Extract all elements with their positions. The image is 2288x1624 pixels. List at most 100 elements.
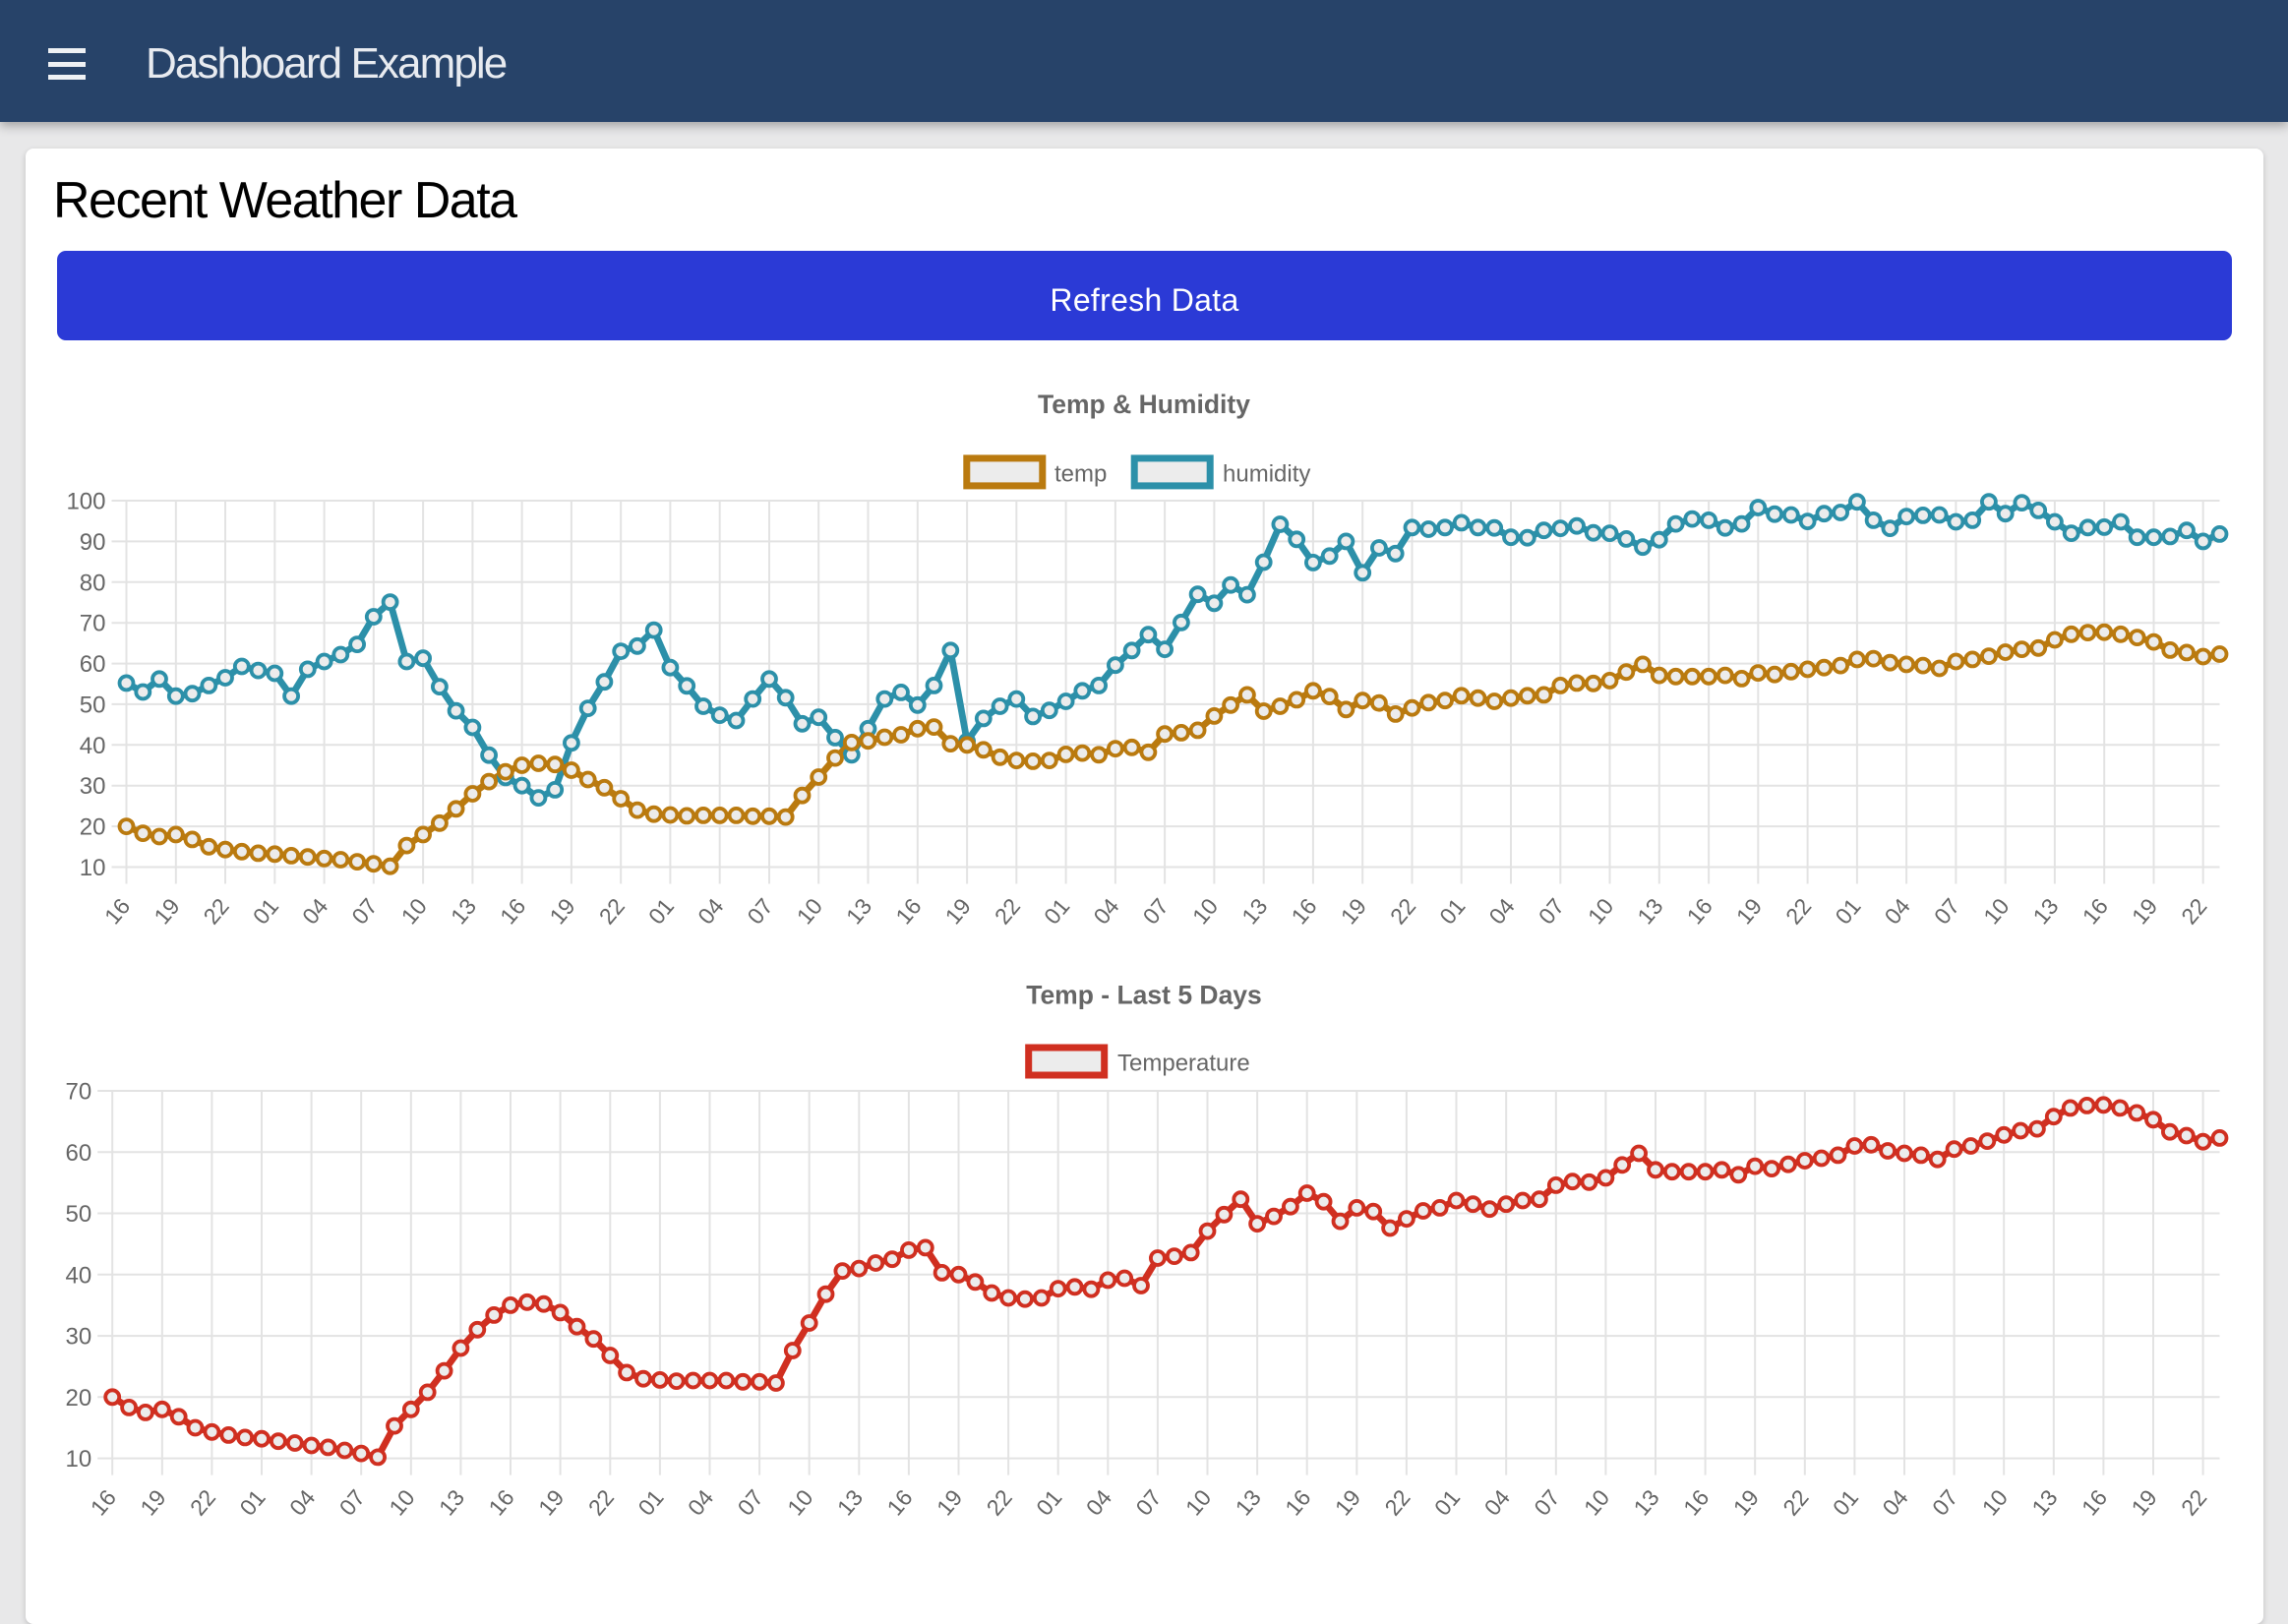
svg-text:22: 22 — [1777, 1484, 1813, 1520]
svg-text:07: 07 — [733, 1484, 768, 1520]
svg-text:10: 10 — [1978, 893, 2014, 929]
svg-text:04: 04 — [297, 893, 332, 929]
svg-text:01: 01 — [234, 1484, 270, 1520]
svg-text:10: 10 — [384, 1484, 419, 1520]
svg-text:50: 50 — [80, 692, 106, 718]
svg-text:40: 40 — [65, 1262, 91, 1289]
svg-text:07: 07 — [346, 893, 382, 929]
svg-text:20: 20 — [80, 814, 106, 841]
svg-text:13: 13 — [2026, 1484, 2062, 1520]
svg-text:07: 07 — [742, 893, 777, 929]
svg-text:01: 01 — [248, 893, 283, 929]
svg-text:Temperature: Temperature — [1117, 1051, 1250, 1077]
svg-text:30: 30 — [65, 1324, 91, 1351]
svg-text:Temp & Humidity: Temp & Humidity — [1038, 390, 1250, 419]
svg-text:16: 16 — [1280, 1484, 1315, 1520]
svg-text:50: 50 — [65, 1201, 91, 1228]
svg-text:19: 19 — [533, 1484, 569, 1520]
svg-text:22: 22 — [198, 893, 233, 929]
svg-text:22: 22 — [990, 893, 1025, 929]
svg-text:19: 19 — [932, 1484, 967, 1520]
svg-text:16: 16 — [2077, 1484, 2112, 1520]
svg-text:07: 07 — [1534, 893, 1569, 929]
svg-text:19: 19 — [1330, 1484, 1365, 1520]
svg-text:20: 20 — [65, 1385, 91, 1412]
svg-text:19: 19 — [135, 1484, 170, 1520]
svg-text:01: 01 — [1828, 1484, 1863, 1520]
svg-text:16: 16 — [881, 1484, 917, 1520]
svg-text:90: 90 — [80, 529, 106, 556]
svg-text:10: 10 — [782, 1484, 817, 1520]
svg-text:10: 10 — [80, 855, 106, 881]
svg-text:16: 16 — [2077, 893, 2113, 929]
svg-text:19: 19 — [940, 893, 976, 929]
svg-text:100: 100 — [66, 489, 105, 515]
svg-text:01: 01 — [1434, 893, 1470, 929]
svg-text:13: 13 — [434, 1484, 469, 1520]
svg-text:22: 22 — [982, 1484, 1017, 1520]
svg-text:22: 22 — [594, 893, 630, 929]
svg-text:13: 13 — [1628, 1484, 1663, 1520]
svg-text:19: 19 — [1336, 893, 1371, 929]
svg-text:13: 13 — [1231, 1484, 1266, 1520]
svg-text:10: 10 — [396, 893, 432, 929]
svg-text:04: 04 — [1479, 1484, 1515, 1520]
svg-text:07: 07 — [1529, 1484, 1564, 1520]
svg-text:humidity: humidity — [1223, 460, 1310, 487]
svg-text:04: 04 — [1877, 1484, 1912, 1520]
svg-text:16: 16 — [1682, 893, 1717, 929]
svg-text:01: 01 — [1429, 1484, 1465, 1520]
svg-text:04: 04 — [1483, 893, 1519, 929]
svg-text:60: 60 — [80, 651, 106, 678]
svg-text:22: 22 — [1385, 893, 1420, 929]
svg-text:13: 13 — [832, 1484, 868, 1520]
svg-text:04: 04 — [692, 893, 728, 929]
svg-text:16: 16 — [495, 893, 530, 929]
svg-text:10: 10 — [1977, 1484, 2013, 1520]
svg-text:19: 19 — [1731, 893, 1767, 929]
svg-text:01: 01 — [1031, 1484, 1066, 1520]
svg-text:16: 16 — [99, 893, 135, 929]
svg-text:60: 60 — [65, 1140, 91, 1167]
svg-text:19: 19 — [1728, 1484, 1764, 1520]
svg-text:04: 04 — [1880, 893, 1915, 929]
svg-text:10: 10 — [65, 1446, 91, 1473]
svg-text:10: 10 — [1579, 1484, 1614, 1520]
svg-text:16: 16 — [1678, 1484, 1714, 1520]
svg-text:01: 01 — [1039, 893, 1074, 929]
svg-text:30: 30 — [80, 773, 106, 800]
svg-text:22: 22 — [2176, 893, 2211, 929]
svg-text:01: 01 — [1830, 893, 1865, 929]
svg-text:10: 10 — [1583, 893, 1618, 929]
svg-text:40: 40 — [80, 733, 106, 759]
svg-text:07: 07 — [1130, 1484, 1166, 1520]
svg-text:10: 10 — [1180, 1484, 1216, 1520]
svg-text:13: 13 — [1236, 893, 1272, 929]
svg-text:70: 70 — [80, 611, 106, 637]
svg-text:07: 07 — [1927, 1484, 1962, 1520]
svg-text:07: 07 — [1138, 893, 1174, 929]
svg-text:04: 04 — [284, 1484, 320, 1520]
svg-text:19: 19 — [2127, 893, 2162, 929]
svg-text:19: 19 — [544, 893, 579, 929]
svg-text:10: 10 — [1187, 893, 1223, 929]
svg-text:80: 80 — [80, 570, 106, 596]
svg-text:22: 22 — [583, 1484, 619, 1520]
svg-text:16: 16 — [1286, 893, 1321, 929]
svg-text:16: 16 — [86, 1484, 121, 1520]
svg-text:13: 13 — [446, 893, 481, 929]
svg-text:04: 04 — [1088, 893, 1123, 929]
svg-text:22: 22 — [1780, 893, 1816, 929]
svg-text:01: 01 — [632, 1484, 668, 1520]
svg-text:01: 01 — [643, 893, 679, 929]
svg-text:07: 07 — [334, 1484, 370, 1520]
svg-text:16: 16 — [890, 893, 926, 929]
svg-text:04: 04 — [1081, 1484, 1116, 1520]
svg-text:19: 19 — [2126, 1484, 2161, 1520]
svg-text:19: 19 — [149, 893, 184, 929]
svg-text:13: 13 — [841, 893, 876, 929]
svg-text:22: 22 — [185, 1484, 220, 1520]
svg-text:16: 16 — [483, 1484, 518, 1520]
svg-text:04: 04 — [683, 1484, 718, 1520]
svg-text:13: 13 — [2027, 893, 2063, 929]
